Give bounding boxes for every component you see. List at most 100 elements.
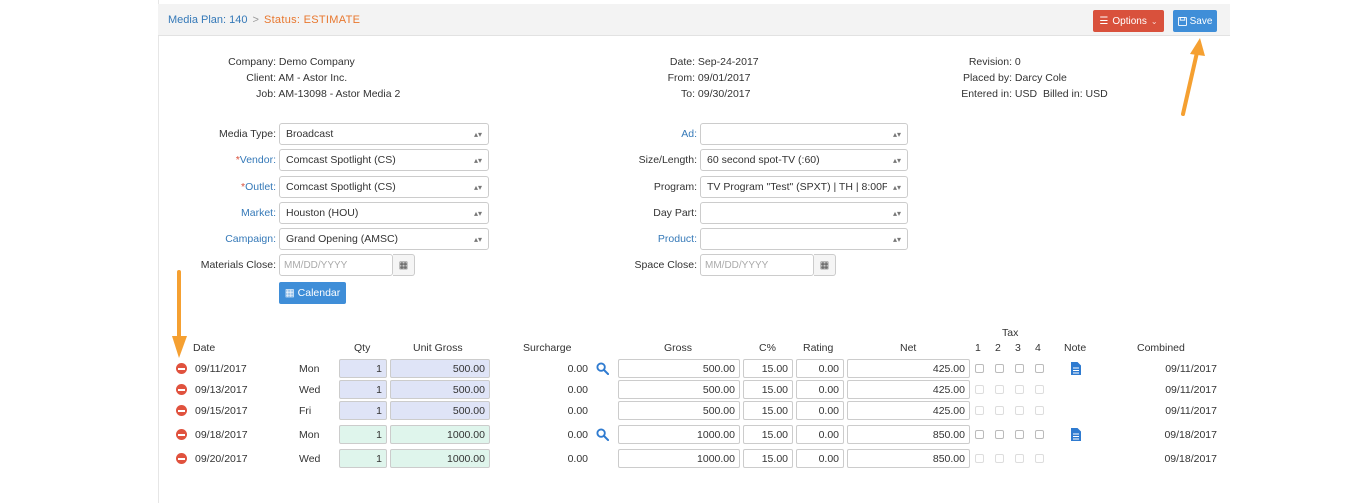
outlet-label[interactable]: *Outlet: <box>240 181 276 193</box>
tax-2-checkbox[interactable] <box>995 406 1004 415</box>
unit-gross-input[interactable]: 1000.00 <box>390 449 490 468</box>
surcharge-value: 0.00 <box>567 362 588 375</box>
unit-gross-input[interactable]: 1000.00 <box>390 425 490 444</box>
product-label[interactable]: Product: <box>657 233 697 245</box>
remove-icon[interactable] <box>176 363 187 374</box>
net-input[interactable]: 425.00 <box>847 401 970 420</box>
calendar-button[interactable]: ▦ Calendar <box>279 282 346 304</box>
materials-close-row: Materials Close: MM/DD/YYYY ▦ <box>180 254 415 276</box>
qty-input[interactable]: 1 <box>339 449 387 468</box>
rating-input[interactable]: 0.00 <box>796 425 844 444</box>
gross-input[interactable]: 1000.00 <box>618 425 740 444</box>
commission-input[interactable]: 15.00 <box>743 359 793 378</box>
market-label[interactable]: Market: <box>240 207 276 219</box>
tax-1-checkbox[interactable] <box>975 364 984 373</box>
campaign-label[interactable]: Campaign: <box>225 233 276 245</box>
tax-4-checkbox[interactable] <box>1035 430 1044 439</box>
search-icon[interactable] <box>596 428 609 441</box>
tax-4-checkbox[interactable] <box>1035 454 1044 463</box>
rating-input[interactable]: 0.00 <box>796 359 844 378</box>
space-close-label: Space Close: <box>634 259 697 271</box>
materials-close-input[interactable]: MM/DD/YYYY <box>279 254 393 276</box>
media-type-select[interactable]: Broadcast ▴▾ <box>279 123 489 145</box>
tax-3-checkbox[interactable] <box>1015 454 1024 463</box>
materials-close-calendar-icon[interactable]: ▦ <box>393 254 415 276</box>
unit-gross-input[interactable]: 500.00 <box>390 380 490 399</box>
col-tax-2: 2 <box>995 342 1001 354</box>
select-arrows-icon: ▴▾ <box>473 234 482 244</box>
note-icon[interactable] <box>1071 362 1081 375</box>
space-close-input[interactable]: MM/DD/YYYY <box>700 254 814 276</box>
rating-input[interactable]: 0.00 <box>796 380 844 399</box>
tax-3-checkbox[interactable] <box>1015 430 1024 439</box>
ad-select[interactable]: ▴▾ <box>700 123 908 145</box>
info-revision: Revision: 0 <box>968 56 1021 68</box>
net-input[interactable]: 850.00 <box>847 449 970 468</box>
tax-2-checkbox[interactable] <box>995 364 1004 373</box>
save-button[interactable]: Save <box>1173 10 1217 32</box>
product-select[interactable]: ▴▾ <box>700 228 908 250</box>
size-length-select[interactable]: 60 second spot-TV (:60) ▴▾ <box>700 149 908 171</box>
outlet-select[interactable]: Comcast Spotlight (CS) ▴▾ <box>279 176 489 198</box>
tax-3-checkbox[interactable] <box>1015 385 1024 394</box>
net-input[interactable]: 850.00 <box>847 425 970 444</box>
chevron-down-icon: ⌄ <box>1150 16 1158 26</box>
outlet-row: *Outlet: Comcast Spotlight (CS) ▴▾ <box>180 176 489 198</box>
unit-gross-input[interactable]: 500.00 <box>390 401 490 420</box>
tax-4-checkbox[interactable] <box>1035 364 1044 373</box>
qty-input[interactable]: 1 <box>339 401 387 420</box>
tax-2-checkbox[interactable] <box>995 385 1004 394</box>
space-close-calendar-icon[interactable]: ▦ <box>814 254 836 276</box>
options-button[interactable]: ☰ Options ⌄ <box>1093 10 1164 32</box>
select-arrows-icon: ▴▾ <box>892 208 901 218</box>
net-input[interactable]: 425.00 <box>847 380 970 399</box>
select-arrows-icon: ▴▾ <box>473 155 482 165</box>
day-part-select[interactable]: ▴▾ <box>700 202 908 224</box>
calendar-icon: ▦ <box>284 287 295 299</box>
remove-icon[interactable] <box>176 453 187 464</box>
calendar-label: Calendar <box>297 287 341 299</box>
rating-input[interactable]: 0.00 <box>796 401 844 420</box>
remove-icon[interactable] <box>176 405 187 416</box>
gross-input[interactable]: 500.00 <box>618 401 740 420</box>
tax-4-checkbox[interactable] <box>1035 385 1044 394</box>
search-icon[interactable] <box>596 362 609 375</box>
tax-3-checkbox[interactable] <box>1015 364 1024 373</box>
vendor-select[interactable]: Comcast Spotlight (CS) ▴▾ <box>279 149 489 171</box>
commission-input[interactable]: 15.00 <box>743 401 793 420</box>
gross-input[interactable]: 500.00 <box>618 380 740 399</box>
surcharge-value: 0.00 <box>567 383 588 396</box>
select-arrows-icon: ▴▾ <box>892 155 901 165</box>
options-label: Options <box>1112 15 1147 27</box>
qty-input[interactable]: 1 <box>339 380 387 399</box>
gross-input[interactable]: 1000.00 <box>618 449 740 468</box>
commission-input[interactable]: 15.00 <box>743 449 793 468</box>
commission-input[interactable]: 15.00 <box>743 380 793 399</box>
tax-1-checkbox[interactable] <box>975 454 984 463</box>
program-select[interactable]: TV Program "Test" (SPXT) | TH | 8:00P-9 ▴… <box>700 176 908 198</box>
col-qty: Qty <box>354 342 371 354</box>
net-input[interactable]: 425.00 <box>847 359 970 378</box>
tax-2-checkbox[interactable] <box>995 454 1004 463</box>
remove-icon[interactable] <box>176 384 187 395</box>
tax-1-checkbox[interactable] <box>975 406 984 415</box>
vendor-label[interactable]: *Vendor: <box>235 154 276 166</box>
note-icon[interactable] <box>1071 428 1081 441</box>
qty-input[interactable]: 1 <box>339 425 387 444</box>
rating-input[interactable]: 0.00 <box>796 449 844 468</box>
qty-input[interactable]: 1 <box>339 359 387 378</box>
tax-3-checkbox[interactable] <box>1015 406 1024 415</box>
remove-icon[interactable] <box>176 429 187 440</box>
tax-1-checkbox[interactable] <box>975 430 984 439</box>
ad-label[interactable]: Ad: <box>681 128 697 140</box>
market-select[interactable]: Houston (HOU) ▴▾ <box>279 202 489 224</box>
day-part-row: Day Part: ▴▾ <box>600 202 908 224</box>
gross-input[interactable]: 500.00 <box>618 359 740 378</box>
unit-gross-input[interactable]: 500.00 <box>390 359 490 378</box>
tax-2-checkbox[interactable] <box>995 430 1004 439</box>
commission-input[interactable]: 15.00 <box>743 425 793 444</box>
tax-1-checkbox[interactable] <box>975 385 984 394</box>
tax-4-checkbox[interactable] <box>1035 406 1044 415</box>
campaign-select[interactable]: Grand Opening (AMSC) ▴▾ <box>279 228 489 250</box>
breadcrumb-media-plan-link[interactable]: Media Plan: 140 <box>168 14 248 26</box>
